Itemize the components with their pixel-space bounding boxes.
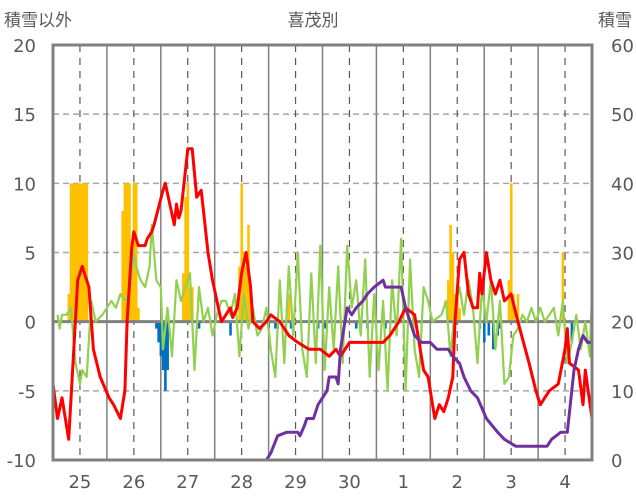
purple-series-line	[53, 278, 592, 462]
chart-title: 喜茂別	[288, 11, 339, 31]
orange-bar	[244, 266, 248, 322]
x-tick-label: 2	[452, 472, 463, 493]
blue-bar	[289, 321, 293, 329]
x-tick-label: 29	[284, 472, 307, 493]
left-tick-label: -10	[7, 451, 36, 472]
blue-bar	[498, 321, 502, 329]
green-series-line	[56, 223, 594, 392]
orange-bar	[125, 183, 129, 322]
orange-bar	[449, 224, 452, 322]
orange-bar	[78, 183, 82, 322]
orange-bar	[121, 211, 125, 322]
orange-bar	[74, 183, 77, 322]
x-tick-label: 1	[398, 472, 409, 493]
orange-bar	[516, 294, 520, 322]
right-tick-label: 30	[611, 244, 634, 265]
orange-bar	[83, 183, 86, 322]
blue-bar	[197, 321, 201, 329]
left-tick-label: 20	[13, 36, 36, 57]
blue-bar	[229, 321, 232, 336]
x-tick-label: 27	[176, 472, 199, 493]
right-tick-label: 0	[611, 451, 622, 472]
orange-bar	[451, 252, 455, 322]
left-tick-label: 15	[13, 105, 36, 126]
blue-bar	[164, 321, 167, 391]
blue-bar	[157, 321, 160, 343]
orange-bar	[134, 183, 138, 322]
blue-bar	[384, 321, 387, 329]
x-tick-label: 28	[230, 472, 253, 493]
x-tick-label: 4	[559, 472, 570, 493]
left-tick-label: 10	[13, 174, 36, 195]
orange-bar	[67, 294, 71, 322]
orange-bar	[128, 183, 131, 322]
orange-bar	[80, 183, 84, 322]
orange-bar	[188, 287, 192, 322]
right-tick-label: 40	[611, 174, 634, 195]
left-tick-label: -5	[18, 382, 36, 403]
blue-bar	[354, 321, 358, 329]
orange-bar	[287, 294, 291, 322]
blue-bar	[483, 321, 486, 343]
orange-bar	[72, 183, 75, 322]
red-series-line	[51, 147, 594, 441]
orange-bar	[85, 183, 89, 322]
x-tick-label: 3	[505, 472, 516, 493]
orange-bar	[69, 183, 73, 322]
right-tick-label: 20	[611, 313, 634, 334]
plot-frame	[51, 43, 594, 462]
right-tick-label: 60	[611, 36, 634, 57]
orange-bar	[76, 183, 80, 322]
right-tick-label: 10	[611, 382, 634, 403]
orange-bar	[507, 280, 511, 322]
orange-bar	[242, 252, 246, 322]
blue-bar	[487, 321, 491, 336]
blue-bar	[155, 321, 158, 329]
left-tick-label: 0	[25, 313, 36, 334]
orange-bar	[130, 266, 134, 322]
orange-bar	[561, 252, 565, 322]
blue-bar	[159, 321, 163, 357]
left-tick-label: 5	[25, 244, 36, 265]
orange-bar	[123, 183, 127, 322]
right-axis-label: 積雪	[598, 11, 632, 31]
orange-bar	[184, 197, 187, 322]
x-tick-label: 25	[68, 472, 91, 493]
right-tick-label: 50	[611, 105, 634, 126]
x-tick-label: 26	[122, 472, 145, 493]
left-axis-label: 積雪以外	[4, 11, 72, 31]
blue-bar	[570, 321, 574, 343]
orange-bar	[458, 307, 461, 322]
x-tick-label: 30	[338, 472, 361, 493]
orange-bar	[137, 307, 140, 322]
blue-bar	[491, 321, 495, 350]
orange-bar	[509, 183, 513, 322]
orange-bar	[182, 273, 185, 322]
blue-bar	[166, 321, 169, 371]
orange-bar	[240, 183, 244, 322]
blue-bar	[274, 321, 277, 329]
orange-bar	[447, 280, 450, 322]
blue-bar	[323, 321, 327, 329]
orange-bar	[186, 183, 190, 322]
